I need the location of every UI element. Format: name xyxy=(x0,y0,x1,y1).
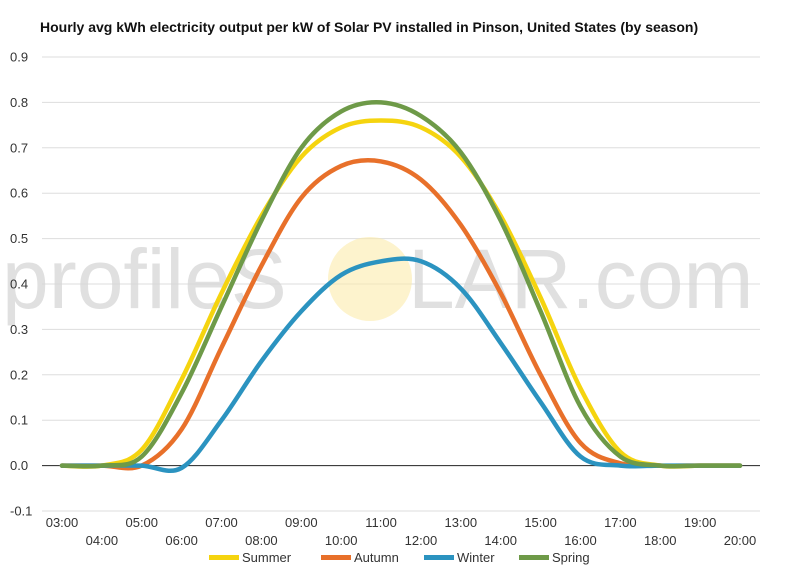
series-line-winter xyxy=(59,256,743,474)
y-tick-label: 0.3 xyxy=(10,322,28,337)
x-tick-label: 11:00 xyxy=(365,515,397,530)
x-tick-label: 07:00 xyxy=(205,515,238,530)
legend: Summer Autumn Winter Spring xyxy=(209,550,590,565)
x-tick-label: 10:00 xyxy=(325,533,358,548)
legend-swatch xyxy=(519,555,549,560)
y-tick-label: 0.8 xyxy=(10,95,28,110)
watermark: profileS LAR.com xyxy=(2,232,753,326)
legend-swatch xyxy=(321,555,351,560)
x-tick-label: 04:00 xyxy=(86,533,119,548)
y-tick-label: 0.0 xyxy=(10,458,28,473)
x-tick-label: 05:00 xyxy=(125,515,158,530)
y-tick-label: 0.9 xyxy=(10,50,28,65)
series-line-autumn xyxy=(59,158,743,471)
x-tick-label: 15:00 xyxy=(524,515,557,530)
x-tick-label: 13:00 xyxy=(445,515,478,530)
legend-label: Spring xyxy=(552,550,590,565)
y-tick-label: 0.6 xyxy=(10,186,28,201)
x-tick-label: 08:00 xyxy=(245,533,278,548)
y-tick-label: 0.5 xyxy=(10,231,28,246)
legend-swatch xyxy=(424,555,454,560)
x-tick-label: 16:00 xyxy=(564,533,597,548)
series-line-summer xyxy=(59,118,743,470)
y-tick-label: 0.2 xyxy=(10,367,28,382)
series-layer xyxy=(59,100,743,474)
legend-label: Winter xyxy=(457,550,495,565)
y-axis-ticks: 0.9 0.8 0.7 0.6 0.5 0.4 0.3 0.2 0.1 0.0 -0.1 xyxy=(10,50,32,519)
y-tick-label: 0.1 xyxy=(10,413,28,428)
series-line-spring xyxy=(59,100,743,469)
watermark-sun-icon xyxy=(328,237,412,321)
x-tick-label: 20:00 xyxy=(724,533,757,548)
x-tick-label: 06:00 xyxy=(165,533,198,548)
x-tick-label: 17:00 xyxy=(604,515,637,530)
x-tick-label: 18:00 xyxy=(644,533,677,548)
y-tick-label: 0.7 xyxy=(10,140,28,155)
x-tick-label: 12:00 xyxy=(405,533,438,548)
x-tick-label: 19:00 xyxy=(684,515,717,530)
y-tick-label: 0.4 xyxy=(10,277,28,292)
x-tick-label: 03:00 xyxy=(46,515,79,530)
watermark-text-right: LAR.com xyxy=(408,232,753,326)
legend-swatch xyxy=(209,555,239,560)
chart-title: Hourly avg kWh electricity output per kW… xyxy=(40,19,699,35)
x-tick-label: 09:00 xyxy=(285,515,318,530)
x-tick-label: 14:00 xyxy=(484,533,517,548)
x-axis-ticks: 03:00 05:00 07:00 09:00 11:00 13:00 15:00 17:00… xyxy=(46,515,757,548)
legend-label: Autumn xyxy=(354,550,399,565)
y-tick-label: -0.1 xyxy=(10,504,32,519)
legend-label: Summer xyxy=(242,550,292,565)
